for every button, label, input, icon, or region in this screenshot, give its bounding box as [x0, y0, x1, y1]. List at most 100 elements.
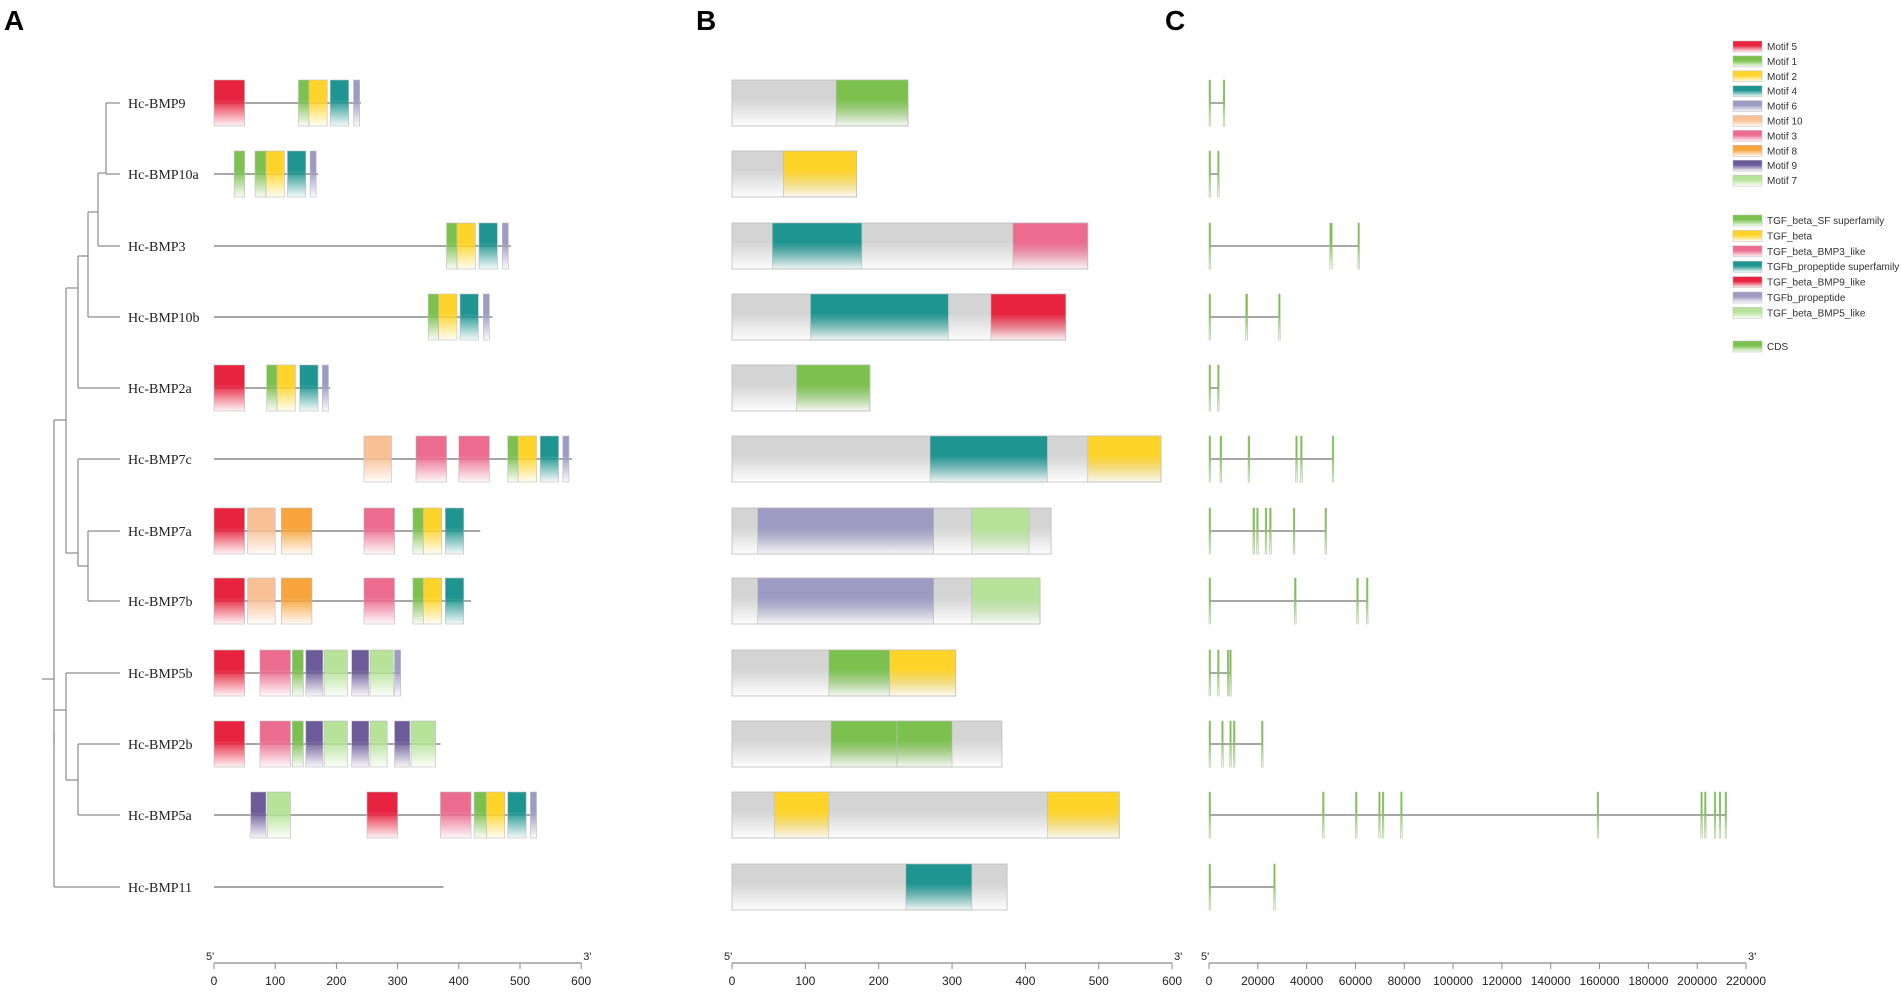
- motif-box-motif-1: [427, 293, 439, 341]
- legend-label-tgfb-propeptide-superfamily: TGFb_propeptide superfamily: [1767, 262, 1899, 273]
- domain-box-tgfb-propeptide-superfamily: [905, 863, 973, 911]
- cds-exon: [1219, 435, 1222, 483]
- cds-exon: [1217, 150, 1220, 198]
- domain-box-tgf-beta-bmp5-like: [971, 507, 1030, 555]
- gene-label: Hc-BMP3: [128, 240, 186, 255]
- cds-exon: [1264, 507, 1268, 555]
- legend-label-motif-10: Motif 10: [1767, 117, 1803, 128]
- motif-box-motif-1: [507, 435, 519, 483]
- legend-swatch-tgf-beta: [1732, 230, 1763, 242]
- cds-exon: [1245, 293, 1248, 341]
- motif-box-motif-3: [458, 435, 490, 483]
- axis-tick-label: 500: [510, 974, 530, 988]
- motif-box-motif-9: [305, 649, 324, 697]
- domain-box-tgf-beta-bmp5-like: [971, 577, 1041, 625]
- legend-swatch-motif-2: [1732, 70, 1763, 83]
- cds-exon: [1208, 364, 1211, 412]
- panel-label-c: C: [1165, 5, 1185, 36]
- domain-box-tgf-beta-sf-superfamily: [796, 364, 871, 412]
- motif-box-motif-6: [394, 649, 401, 697]
- axis-tick-label: 300: [388, 974, 408, 988]
- motif-box-motif-3: [363, 507, 395, 555]
- motif-box-motif-4: [329, 79, 349, 127]
- gene-label: Hc-BMP10b: [128, 311, 200, 326]
- cds-exon: [1252, 507, 1255, 555]
- axis-tick-label: 200: [326, 974, 346, 988]
- cds-exon: [1208, 222, 1211, 270]
- axis-tick-label: 0: [1206, 974, 1213, 988]
- axis-tick-label: 400: [1015, 974, 1035, 988]
- axis-tick-label: 400: [449, 974, 469, 988]
- legend-swatch-motif-7: [1732, 174, 1763, 187]
- gene-label: Hc-BMP10a: [128, 168, 200, 183]
- domain-box-tgfb-propeptide: [757, 577, 935, 625]
- motif-box-motif-6: [353, 79, 360, 127]
- motif-box-motif-4: [445, 507, 464, 555]
- scale-end-label: 3': [583, 951, 591, 963]
- legend-label-tgf-beta-sf-superfamily: TGF_beta_SF superfamily: [1767, 216, 1884, 227]
- legend-label-tgfb-propeptide: TGFb_propeptide: [1767, 293, 1846, 304]
- motif-box-motif-5: [213, 577, 245, 625]
- cds-exon: [1208, 79, 1211, 127]
- legend-swatch-motif-9: [1732, 159, 1763, 172]
- motif-box-motif-1: [292, 720, 304, 768]
- motif-box-motif-9: [394, 720, 411, 768]
- scale-end-label: 3': [1748, 951, 1756, 963]
- cds-exon: [1300, 435, 1303, 483]
- motif-box-motif-1: [298, 79, 310, 127]
- motif-box-motif-6: [309, 150, 317, 198]
- axis-tick-label: 100000: [1433, 974, 1473, 988]
- scale-start-label: 5': [206, 951, 214, 963]
- domain-box-tgf-beta-sf-superfamily: [828, 649, 891, 697]
- motif-box-motif-10: [363, 435, 392, 483]
- legend-label-motif-4: Motif 4: [1767, 87, 1797, 98]
- motif-box-motif-5: [213, 79, 245, 127]
- panel-label-b: B: [696, 5, 716, 36]
- axis-tick-label: 120000: [1482, 974, 1522, 988]
- scale-start-label: 5': [724, 951, 732, 963]
- gene-label: Hc-BMP5a: [128, 809, 193, 824]
- cds-exon: [1357, 222, 1360, 270]
- motif-box-motif-4: [478, 222, 498, 270]
- legend-swatch-tgf-beta-sf-superfamily: [1732, 214, 1763, 227]
- axis-tick-label: 180000: [1628, 974, 1668, 988]
- legend-label-motif-5: Motif 5: [1767, 42, 1797, 53]
- motif-box-motif-7: [369, 649, 394, 697]
- motif-box-motif-1: [473, 791, 487, 839]
- motif-box-motif-2: [265, 150, 285, 198]
- motif-box-motif-1: [446, 222, 458, 270]
- motif-box-motif-5: [213, 720, 245, 768]
- cds-exon: [1332, 435, 1335, 483]
- motif-box-motif-6: [530, 791, 537, 839]
- legend-swatch-motif-8: [1732, 145, 1763, 157]
- cds-exon: [1208, 293, 1211, 341]
- motif-box-motif-1: [233, 150, 245, 198]
- cds-exon: [1355, 791, 1358, 839]
- cds-exon: [1208, 649, 1211, 697]
- cds-exon: [1718, 791, 1722, 839]
- motif-box-motif-7: [323, 649, 348, 697]
- legend-label-motif-3: Motif 3: [1767, 131, 1797, 142]
- cds-exon: [1208, 791, 1211, 839]
- motif-box-motif-5: [213, 649, 245, 697]
- legend-swatch-motif-5: [1732, 40, 1763, 53]
- motif-box-motif-4: [507, 791, 527, 839]
- motif-box-motif-2: [517, 435, 537, 483]
- axis-tick-label: 160000: [1580, 974, 1620, 988]
- legend-label-motif-1: Motif 1: [1767, 57, 1797, 68]
- cds-exon: [1208, 435, 1211, 483]
- motif-box-motif-7: [410, 720, 436, 768]
- legend-swatch-tgf-beta-bmp9-like: [1732, 276, 1763, 288]
- motif-box-motif-7: [266, 791, 291, 839]
- cds-exon: [1366, 577, 1369, 625]
- gene-label: Hc-BMP7b: [128, 595, 193, 610]
- axis-tick-label: 140000: [1531, 974, 1571, 988]
- cds-exon: [1208, 150, 1211, 198]
- motif-box-motif-5: [213, 507, 245, 555]
- motif-box-motif-6: [562, 435, 570, 483]
- gene-label: Hc-BMP9: [128, 97, 186, 112]
- motif-box-motif-4: [445, 577, 464, 625]
- cds-exon: [1208, 577, 1211, 625]
- cds-exon: [1261, 720, 1264, 768]
